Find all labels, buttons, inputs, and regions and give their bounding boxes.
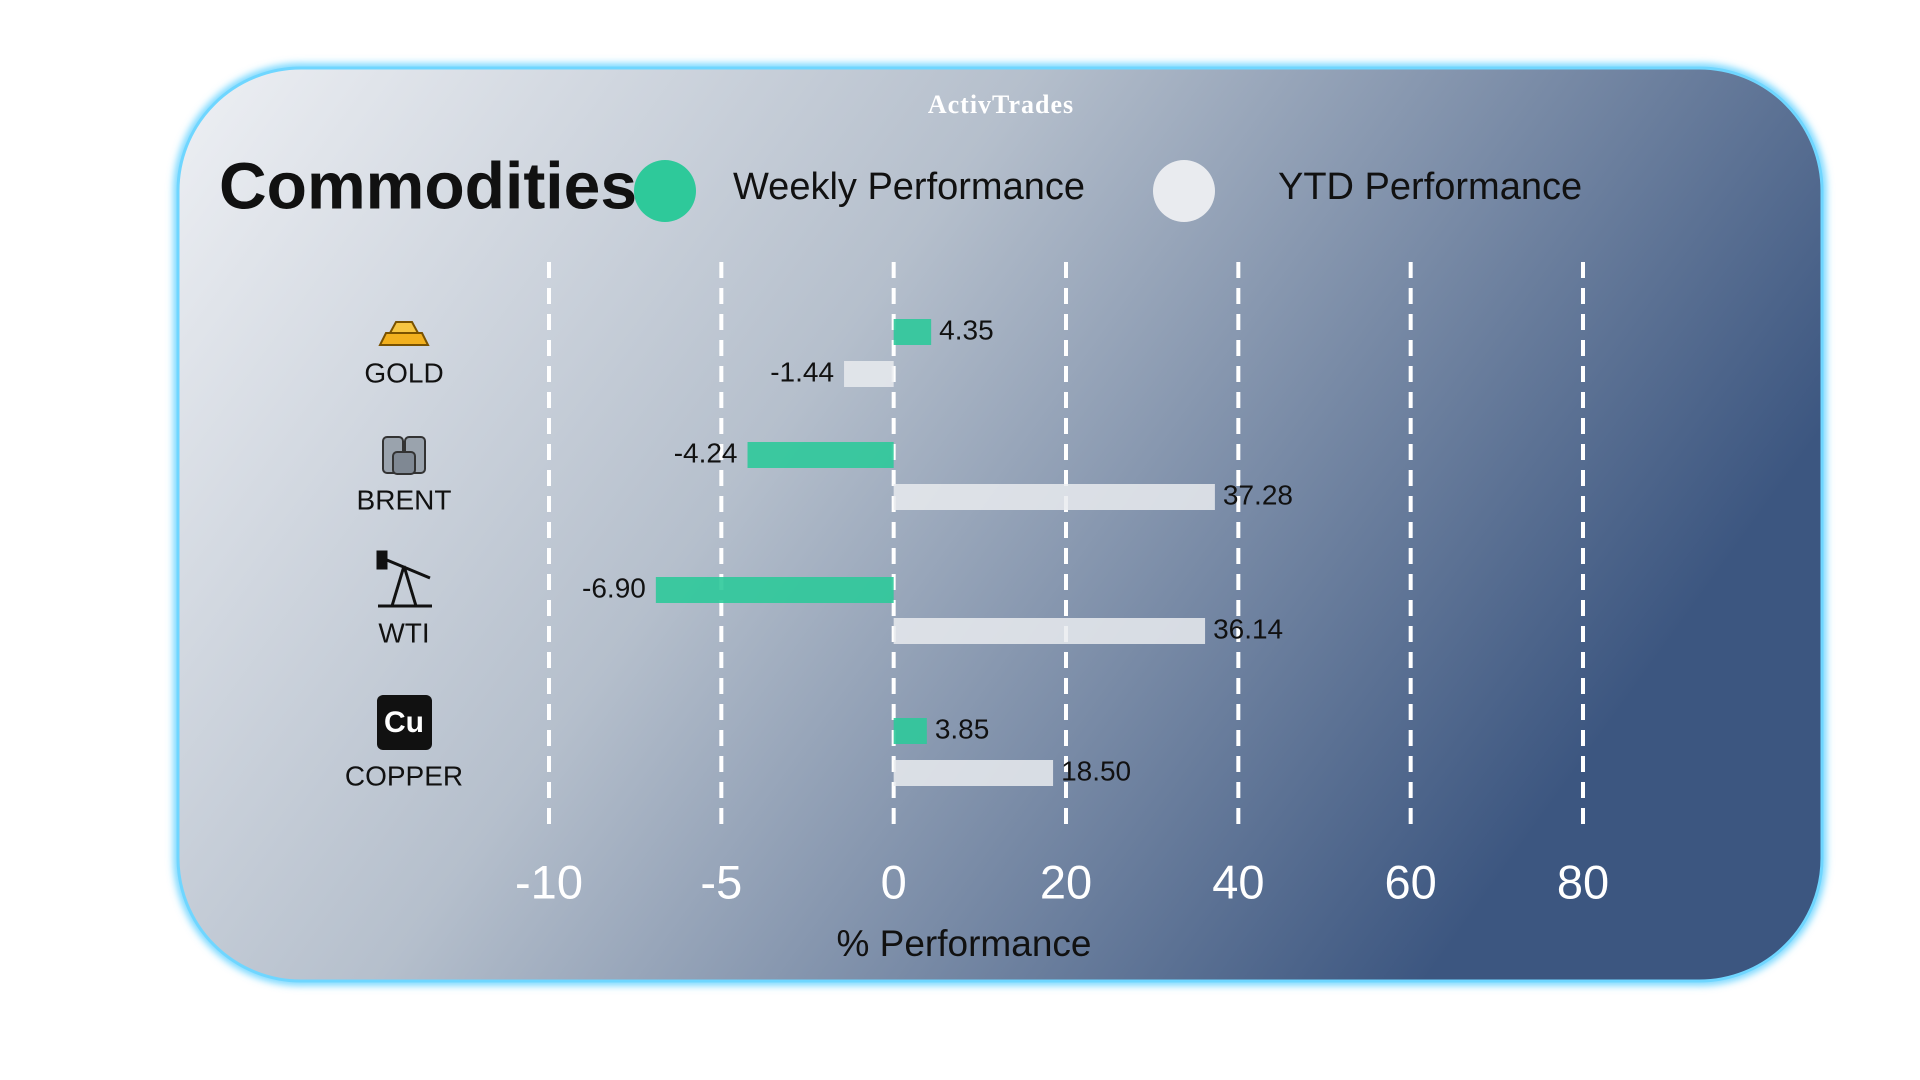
y-tick-label: BRENT (357, 484, 452, 515)
data-label: 4.35 (939, 314, 994, 345)
brent-icon (382, 436, 426, 475)
svg-text:Cu: Cu (384, 706, 424, 739)
bar (893, 718, 927, 744)
legend-swatch (634, 160, 696, 222)
bar (747, 442, 894, 468)
copper-icon: Cu (377, 695, 432, 750)
data-label: -1.44 (770, 356, 834, 387)
y-tick-label: WTI (378, 617, 429, 648)
data-label: 3.85 (935, 713, 990, 744)
x-tick-label: 60 (1385, 855, 1437, 908)
bar (844, 361, 894, 387)
category-icons: Cu (376, 321, 432, 750)
data-label: 36.14 (1213, 613, 1283, 644)
x-tick-label: 40 (1212, 855, 1264, 908)
legend-swatch (1153, 160, 1215, 222)
bar (655, 577, 894, 603)
bar (893, 319, 932, 345)
gold-icon (378, 321, 430, 346)
bar (893, 618, 1206, 644)
data-label: 18.50 (1061, 755, 1131, 786)
y-tick-label: GOLD (364, 357, 443, 388)
logo: ActivTrades (928, 90, 1074, 119)
legend-label: YTD Performance (1278, 166, 1582, 208)
legend-label: Weekly Performance (733, 166, 1085, 208)
x-axis-label: % Performance (837, 923, 1092, 964)
x-tick-label: -10 (515, 855, 583, 908)
bar (893, 760, 1054, 786)
x-tick-label: 80 (1557, 855, 1609, 908)
x-tick-label: 0 (881, 855, 907, 908)
data-label: 37.28 (1223, 479, 1293, 510)
data-label: -6.90 (582, 572, 646, 603)
data-label: -4.24 (674, 437, 738, 468)
y-tick-label: COPPER (345, 760, 463, 791)
bar (893, 484, 1215, 510)
chart-title: Commodities (219, 148, 637, 222)
x-tick-label: 20 (1040, 855, 1092, 908)
wti-icon (376, 550, 432, 608)
x-tick-label: -5 (700, 855, 742, 908)
